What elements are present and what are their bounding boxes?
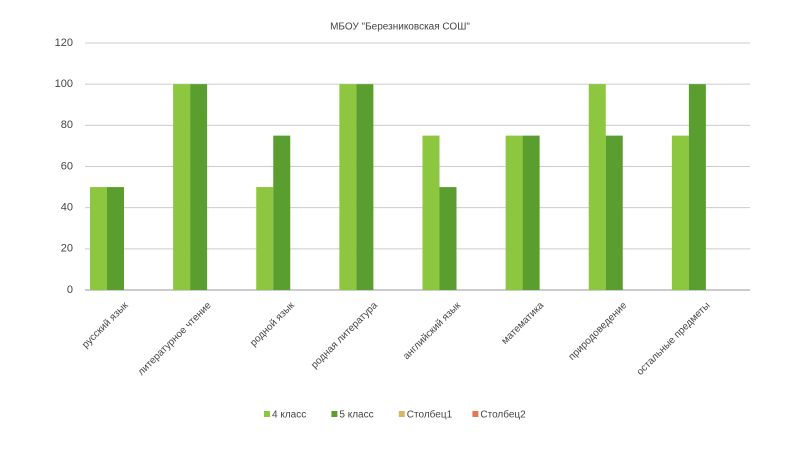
bar xyxy=(522,135,540,290)
x-tick-label: русский язык xyxy=(80,300,131,351)
bar xyxy=(339,84,357,291)
legend-swatch xyxy=(472,411,479,417)
legend-label: 5 класс xyxy=(339,410,373,421)
bar xyxy=(605,135,623,290)
bar xyxy=(422,135,440,290)
y-tick-label: 60 xyxy=(61,160,73,172)
bar xyxy=(107,187,124,290)
x-tick-label: родной язык xyxy=(248,300,297,349)
legend-label: 4 класс xyxy=(272,410,306,421)
x-tick-label: остальные предметы xyxy=(635,300,713,378)
y-tick-label: 20 xyxy=(61,243,73,255)
legend-swatch xyxy=(264,411,270,417)
bar xyxy=(688,84,706,291)
x-tick-label: математика xyxy=(500,300,547,347)
chart-title: МБОУ "Березниковская СОШ" xyxy=(330,22,470,33)
legend-label: Столбец2 xyxy=(480,409,526,421)
y-tick-label: 0 xyxy=(67,284,73,296)
bar xyxy=(190,84,208,291)
bar xyxy=(256,187,274,290)
bar xyxy=(90,187,107,290)
bar xyxy=(273,135,291,290)
bar xyxy=(671,135,689,290)
bar xyxy=(173,84,191,291)
legend-label: Столбец1 xyxy=(407,409,453,421)
y-tick-label: 80 xyxy=(61,119,73,131)
legend-swatch xyxy=(398,411,405,417)
x-tick-label: литературное чтение xyxy=(136,300,214,378)
y-tick-label: 120 xyxy=(55,37,73,49)
y-tick-label: 40 xyxy=(61,202,73,214)
bar xyxy=(356,84,374,291)
bar xyxy=(439,187,457,290)
bar xyxy=(505,135,523,290)
y-tick-label: 100 xyxy=(55,78,73,90)
x-tick-label: родная литература xyxy=(309,300,380,371)
x-tick-label: природоведение xyxy=(567,300,630,363)
bar xyxy=(588,84,606,291)
legend-swatch xyxy=(331,411,338,417)
x-tick-label: английский язык xyxy=(401,300,463,362)
